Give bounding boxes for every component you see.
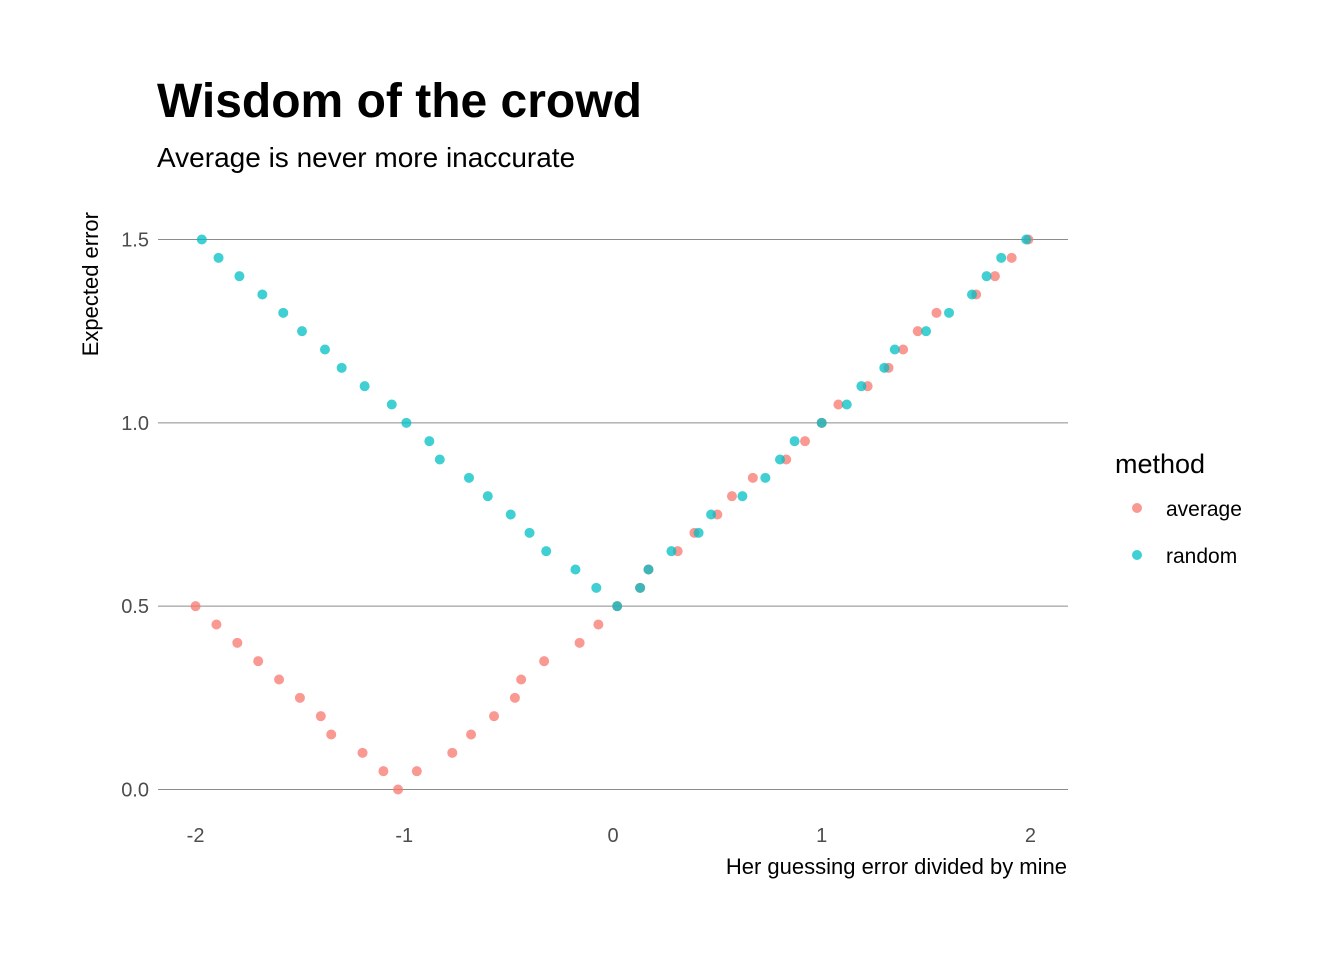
y-tick-label: 0.5 (121, 596, 149, 618)
data-point-random (319, 344, 330, 355)
data-point-random (666, 546, 677, 557)
y-axis-label: Expected error (78, 212, 103, 356)
legend-key-random (1132, 550, 1142, 560)
data-point-random (278, 307, 289, 318)
data-point-random (889, 344, 900, 355)
data-point-average (326, 729, 337, 740)
y-tick-label: 1.5 (121, 230, 149, 252)
data-point-average (747, 472, 758, 483)
data-point-random (234, 271, 245, 282)
data-point-average (833, 399, 844, 410)
data-point-average (726, 491, 737, 502)
data-point-random (524, 527, 535, 538)
data-point-random (359, 381, 370, 392)
data-point-average (378, 766, 389, 777)
data-point-average (898, 344, 909, 355)
x-tick-label: -2 (187, 825, 205, 847)
data-point-random (981, 271, 992, 282)
data-point-average (1006, 252, 1017, 263)
data-point-average (447, 747, 458, 758)
data-point-average (253, 656, 264, 667)
data-point-random (570, 564, 581, 575)
data-point-random (386, 399, 397, 410)
data-point-average (931, 307, 942, 318)
data-point-random (463, 472, 474, 483)
chart-subtitle: Average is never more inaccurate (157, 142, 575, 173)
data-point-random (591, 582, 602, 593)
legend-label-random: random (1166, 545, 1237, 568)
data-point-average (539, 656, 550, 667)
data-point-random (643, 564, 654, 575)
gridlines (158, 239, 1068, 790)
x-tick-label: 0 (607, 825, 618, 847)
data-point-average (989, 271, 1000, 282)
data-point-random (944, 307, 955, 318)
legend-key-average (1132, 503, 1142, 513)
data-point-random (879, 362, 890, 373)
x-axis-label: Her guessing error divided by mine (726, 854, 1067, 879)
data-point-random (816, 417, 827, 428)
data-point-random (257, 289, 268, 300)
data-point-average (294, 692, 305, 703)
data-point-random (424, 436, 435, 447)
data-point-average (211, 619, 222, 630)
data-point-average (232, 637, 243, 648)
data-point-random (921, 326, 932, 337)
data-point-random (841, 399, 852, 410)
data-points (190, 234, 1034, 795)
x-tick-label: 2 (1025, 825, 1036, 847)
data-point-random (774, 454, 785, 465)
data-point-average (574, 637, 585, 648)
x-tick-label: 1 (816, 825, 827, 847)
data-point-random (789, 436, 800, 447)
data-point-random (401, 417, 412, 428)
data-point-average (411, 766, 422, 777)
data-point-random (693, 527, 704, 538)
chart-title: Wisdom of the crowd (157, 75, 642, 128)
data-point-random (213, 252, 224, 263)
data-point-average (274, 674, 285, 685)
data-point-average (315, 711, 326, 722)
data-point-average (489, 711, 500, 722)
y-tick-label: 0.0 (121, 780, 149, 802)
data-point-average (357, 747, 368, 758)
data-point-random (966, 289, 977, 300)
legend-items: average random (1132, 498, 1242, 568)
data-point-average (593, 619, 604, 630)
data-point-random (196, 234, 207, 245)
data-point-random (541, 546, 552, 557)
data-point-average (190, 601, 201, 612)
data-point-random (856, 381, 867, 392)
data-point-random (482, 491, 493, 502)
data-point-random (760, 472, 771, 483)
data-point-average (800, 436, 811, 447)
legend-title: method (1115, 449, 1205, 479)
y-axis-ticks: 0.0 0.5 1.0 1.5 (121, 230, 149, 802)
data-point-random (737, 491, 748, 502)
data-point-average (466, 729, 477, 740)
data-point-random (336, 362, 347, 373)
data-point-average (516, 674, 527, 685)
data-point-average (912, 326, 923, 337)
legend-label-average: average (1166, 498, 1242, 521)
data-point-average (509, 692, 520, 703)
data-point-random (297, 326, 308, 337)
legend: method average random (1115, 449, 1242, 568)
data-point-random (434, 454, 445, 465)
y-tick-label: 1.0 (121, 413, 149, 435)
data-point-random (996, 252, 1007, 263)
data-point-average (393, 784, 404, 795)
data-point-random (505, 509, 516, 520)
data-point-random (706, 509, 717, 520)
x-tick-label: -1 (395, 825, 413, 847)
data-point-random (1021, 234, 1032, 245)
data-point-random (635, 582, 646, 593)
x-axis-ticks: -2 -1 0 1 2 (187, 825, 1036, 847)
data-point-random (612, 601, 623, 612)
